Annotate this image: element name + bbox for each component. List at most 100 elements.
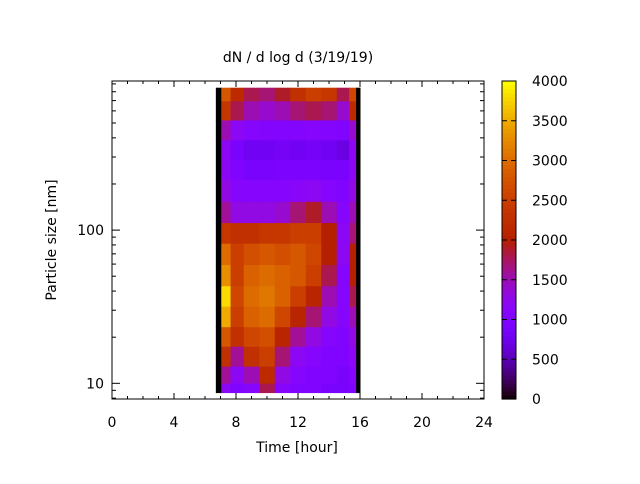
colorbar-segment	[502, 271, 516, 277]
colorbar-segment	[502, 395, 516, 400]
heatmap-cell	[230, 120, 245, 141]
heatmap-cell	[243, 120, 260, 141]
heatmap-cell	[243, 243, 260, 266]
heatmap-cell	[305, 159, 322, 181]
heatmap-cell	[336, 101, 350, 121]
heatmap-cell	[321, 286, 338, 308]
colorbar-segment	[502, 323, 516, 329]
heatmap-cell	[290, 243, 307, 266]
heatmap-cell	[259, 306, 276, 328]
heatmap-cell	[336, 140, 350, 161]
colorbar-segment	[502, 331, 516, 336]
heatmap-cell	[321, 327, 338, 348]
heatmap-cell	[356, 201, 361, 224]
colorbar-segment	[502, 200, 516, 205]
heatmap-cell	[243, 140, 260, 161]
heatmap-cell	[290, 346, 307, 368]
heatmap-cell	[215, 201, 222, 224]
heatmap-cell	[274, 327, 291, 348]
heatmap-cell	[321, 223, 338, 245]
heatmap-cell	[349, 346, 357, 368]
heatmap-cell	[356, 243, 361, 266]
heatmap-cell	[336, 383, 350, 394]
heatmap-cell	[215, 286, 222, 308]
heatmap-cell	[230, 223, 245, 245]
heatmap-cell	[356, 120, 361, 141]
colorbar-tick-label: 4000	[532, 74, 568, 90]
heatmap-cell	[221, 223, 232, 245]
heatmap-cells	[215, 87, 361, 394]
heatmap-cell	[215, 383, 222, 394]
heatmap-cell	[274, 223, 291, 245]
heatmap-cell	[243, 327, 260, 348]
heatmap-cell	[221, 286, 232, 308]
colorbar-segment	[502, 383, 516, 388]
heatmap-cell	[349, 223, 357, 245]
colorbar-segment	[502, 228, 516, 233]
colorbar-segment	[502, 180, 516, 185]
heatmap-cell	[243, 265, 260, 287]
heatmap-cell	[243, 223, 260, 245]
colorbar-segment	[502, 375, 516, 380]
heatmap-cell	[230, 383, 245, 394]
colorbar-segment	[502, 176, 516, 181]
heatmap-cell	[356, 286, 361, 308]
colorbar-segment	[502, 112, 516, 118]
colorbar-segment	[502, 303, 516, 309]
y-axis-label: Particle size [nm]	[44, 179, 60, 300]
colorbar-segment	[502, 81, 516, 86]
colorbar-segment	[502, 152, 516, 158]
heatmap-cell	[230, 101, 245, 121]
x-tick-label: 12	[289, 415, 307, 431]
colorbar-segment	[502, 216, 516, 221]
colorbar-segment	[502, 156, 516, 162]
colorbar-segment	[502, 212, 516, 217]
colorbar-segment	[502, 232, 516, 237]
heatmap-cell	[356, 265, 361, 287]
heatmap-cell	[230, 159, 245, 181]
heatmap-cell	[230, 201, 245, 224]
heatmap-cell	[215, 120, 222, 141]
colorbar-segment	[502, 387, 516, 392]
heatmap-cell	[321, 366, 338, 385]
colorbar-segment	[502, 116, 516, 122]
heatmap-cell	[321, 120, 338, 141]
colorbar-segment	[502, 124, 516, 130]
colorbar-segment	[502, 224, 516, 229]
heatmap-cell	[321, 346, 338, 368]
colorbar-segment	[502, 319, 516, 325]
colorbar-segment	[502, 255, 516, 261]
heatmap-cell	[336, 346, 350, 368]
heatmap-cell	[349, 366, 357, 385]
heatmap-cell	[349, 140, 357, 161]
colorbar: 0 500 1000 1500 2000 2500 3000 3500 4000	[501, 74, 568, 408]
heatmap-cell	[349, 101, 357, 121]
heatmap-cell	[349, 243, 357, 266]
colorbar-segment	[502, 347, 516, 352]
heatmap-cell	[259, 180, 276, 203]
colorbar-tick-label: 2500	[532, 193, 568, 209]
heatmap-cell	[259, 286, 276, 308]
heatmap-cell	[215, 180, 222, 203]
colorbar-segment	[502, 208, 516, 213]
heatmap-cell	[305, 265, 322, 287]
colorbar-segment	[502, 291, 516, 297]
heatmap-cell	[243, 366, 260, 385]
heatmap-cell	[215, 243, 222, 266]
heatmap-cell	[243, 87, 260, 102]
heatmap-cell	[321, 306, 338, 328]
heatmap-cell	[259, 120, 276, 141]
heatmap-cell	[321, 101, 338, 121]
heatmap-cell	[321, 201, 338, 224]
colorbar-segment	[502, 188, 516, 193]
colorbar-segment	[502, 192, 516, 197]
colorbar-segment	[502, 355, 516, 360]
heatmap-cell	[349, 383, 357, 394]
heatmap-cell	[321, 265, 338, 287]
heatmap-cell	[336, 120, 350, 141]
colorbar-tick-label: 0	[532, 392, 541, 408]
heatmap-cell	[215, 346, 222, 368]
heatmap-cell	[305, 120, 322, 141]
heatmap-cell	[243, 383, 260, 394]
colorbar-segment	[502, 196, 516, 201]
